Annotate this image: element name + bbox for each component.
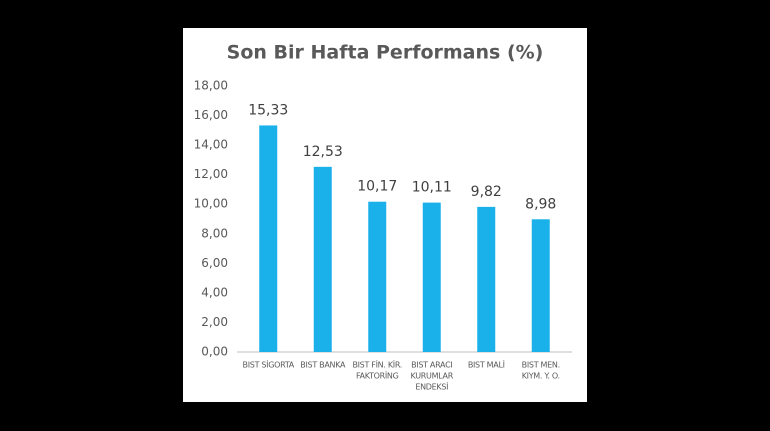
bar [313, 166, 332, 352]
x-tick-label: BIST SİGORTA [243, 360, 295, 370]
bar [531, 219, 550, 352]
y-tick-label: 4,00 [201, 285, 228, 299]
chart-title: Son Bir Hafta Performans (%) [227, 42, 544, 64]
data-label: 10,11 [412, 180, 452, 196]
x-tick-label: BIST ARACI [411, 361, 452, 370]
bar [259, 125, 278, 352]
data-label: 12,53 [303, 144, 343, 160]
data-label: 10,17 [357, 179, 397, 195]
bar [477, 206, 496, 352]
bar [422, 202, 441, 352]
y-tick-label: 0,00 [201, 345, 228, 359]
x-tick-label: KURUMLAR [411, 372, 454, 381]
x-tick-label: FAKTORİNG [356, 371, 399, 381]
y-tick-label: 10,00 [194, 197, 228, 211]
y-tick-label: 6,00 [201, 256, 228, 270]
y-tick-label: 16,00 [194, 108, 228, 122]
y-tick-label: 14,00 [194, 138, 228, 152]
y-tick-label: 2,00 [201, 315, 228, 329]
data-label: 15,33 [248, 102, 288, 118]
bar [368, 201, 387, 352]
x-tick-label: ENDEKSİ [415, 382, 448, 392]
y-tick-label: 8,00 [201, 226, 228, 240]
x-tick-label: BIST MEN. [522, 361, 560, 370]
x-tick-label: KIYM. Y. O. [522, 372, 560, 381]
x-tick-label: BIST FİN. KİR. [352, 360, 402, 370]
y-tick-label: 12,00 [194, 167, 228, 181]
data-label: 9,82 [471, 184, 502, 200]
y-tick-label: 18,00 [194, 79, 228, 93]
x-tick-label: BIST BANKA [300, 361, 346, 370]
data-label: 8,98 [525, 196, 556, 212]
x-tick-label: BIST MALİ [468, 360, 505, 370]
